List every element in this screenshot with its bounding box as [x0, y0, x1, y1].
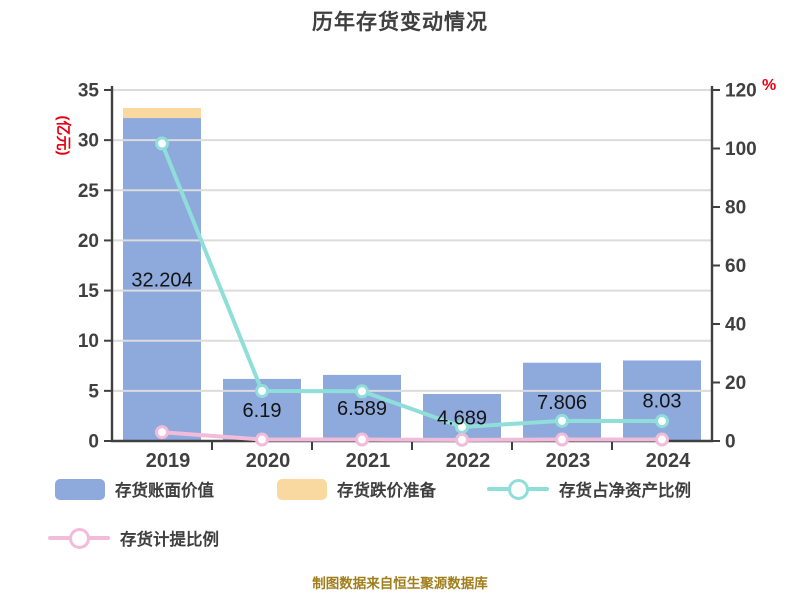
legend-item-inventory-provision: 存货跌价准备	[277, 477, 436, 501]
net-asset-ratio-point-2020	[255, 383, 269, 398]
legend-label-net-asset-ratio: 存货占净资产比例	[559, 482, 691, 500]
x-axis-tick-label: 2023	[546, 450, 591, 472]
bar-value-label: 7.806	[537, 392, 587, 414]
right-axis-tick-label: 60	[725, 256, 746, 277]
provision-ratio-point-2022	[455, 432, 469, 447]
net-asset-ratio-point-2019	[155, 136, 169, 151]
provision-ratio-point-2019	[155, 425, 169, 440]
bar-value-label: 32.204	[131, 270, 192, 292]
provision-ratio-line	[160, 430, 664, 442]
x-axis-tick-label: 2020	[246, 450, 291, 472]
left-axis-tick-label: 15	[78, 281, 100, 302]
legend-swatch-provision	[277, 478, 327, 500]
right-axis-tick-label: 0	[725, 432, 736, 453]
bar-provision-2019	[123, 108, 201, 119]
legend-dot-icon	[507, 478, 529, 500]
legend-label-provision: 存货跌价准备	[337, 482, 436, 500]
x-axis-tick-label: 2019	[146, 450, 191, 472]
legend-label-provision-ratio: 存货计提比例	[120, 531, 219, 549]
right-axis-tick-label: 100	[725, 139, 757, 160]
legend-item-inventory-book-value: 存货账面价值	[55, 477, 214, 501]
legend-marker-net-asset-ratio	[487, 478, 549, 500]
bar-value-label: 6.589	[337, 398, 387, 420]
provision-ratio-point-2023	[555, 432, 569, 447]
right-axis-tick-label: 120	[725, 81, 757, 102]
x-axis-tick-label: 2022	[446, 450, 491, 472]
bar-value-label: 8.03	[643, 391, 682, 413]
left-axis-tick-label: 10	[78, 331, 99, 352]
net-asset-ratio-point-2021	[355, 384, 369, 399]
bar-book-value-2019	[123, 118, 201, 441]
legend-label-book-value: 存货账面价值	[115, 482, 214, 500]
right-axis-tick-label: 20	[725, 373, 746, 394]
net-asset-ratio-point-2024	[655, 414, 669, 429]
right-axis-tick-label: 80	[725, 198, 746, 219]
legend-item-provision-ratio: 存货计提比例	[48, 526, 219, 550]
left-axis-tick-label: 35	[78, 81, 100, 102]
bar-value-label: 6.19	[243, 400, 282, 422]
x-axis-tick-label: 2024	[646, 450, 691, 472]
left-axis-tick-label: 25	[78, 181, 100, 202]
left-axis-tick-label: 20	[78, 231, 99, 252]
net-asset-ratio-line	[160, 141, 664, 429]
provision-ratio-point-2021	[355, 432, 369, 447]
legend-dot-icon	[68, 527, 90, 549]
bar-value-label: 4.689	[437, 407, 487, 429]
left-axis-tick-label: 0	[88, 432, 99, 453]
left-axis-tick-label: 5	[88, 381, 99, 402]
right-axis-tick-label: 40	[725, 315, 746, 336]
bar-book-value-2023	[523, 362, 601, 441]
net-asset-ratio-point-2022	[455, 419, 469, 434]
data-source-note: 制图数据来自恒生聚源数据库	[312, 576, 488, 591]
x-axis-tick-label: 2021	[346, 450, 391, 472]
left-axis-unit-label: (亿元)	[54, 115, 72, 156]
legend-marker-provision-ratio	[48, 527, 110, 549]
right-axis-unit-label: %	[762, 77, 777, 94]
legend-item-net-asset-ratio: 存货占净资产比例	[487, 477, 691, 501]
net-asset-ratio-point-2023	[555, 413, 569, 428]
chart-title: 历年存货变动情况	[312, 11, 488, 34]
provision-ratio-point-2020	[255, 432, 269, 447]
legend-swatch-book-value	[55, 478, 105, 500]
provision-ratio-point-2024	[655, 432, 669, 447]
left-axis-tick-label: 30	[78, 131, 99, 152]
